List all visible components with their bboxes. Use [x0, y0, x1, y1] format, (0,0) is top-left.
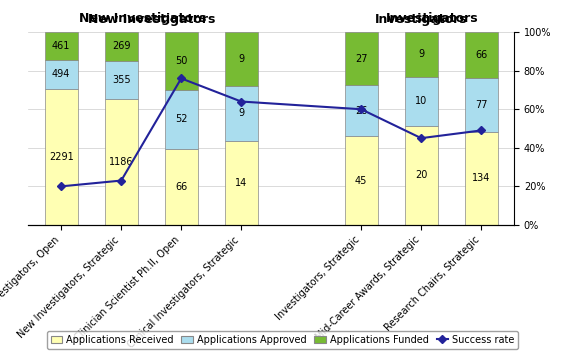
Bar — [405, 32, 438, 77]
Text: 9: 9 — [238, 54, 244, 64]
Bar — [345, 85, 377, 136]
Text: 20: 20 — [415, 171, 427, 181]
Text: New Investigators: New Investigators — [79, 12, 206, 25]
Text: 9: 9 — [238, 109, 244, 119]
Text: 77: 77 — [475, 100, 488, 110]
Text: 2291: 2291 — [49, 152, 73, 162]
Text: 26: 26 — [355, 106, 367, 116]
Bar — [464, 32, 498, 78]
Bar — [105, 99, 138, 225]
Text: 355: 355 — [112, 75, 131, 85]
Bar — [225, 32, 258, 86]
Text: 494: 494 — [52, 69, 71, 79]
Bar — [45, 60, 78, 89]
Text: Investigators: Investigators — [375, 13, 467, 26]
Bar — [45, 32, 78, 60]
Text: 461: 461 — [52, 41, 71, 51]
Text: 27: 27 — [355, 54, 367, 64]
Text: Investigators: Investigators — [386, 12, 479, 25]
Bar — [225, 141, 258, 225]
Text: 45: 45 — [355, 176, 367, 186]
Text: New Investigators: New Investigators — [88, 13, 215, 26]
Bar — [165, 149, 198, 225]
Bar — [464, 78, 498, 132]
Bar — [45, 89, 78, 225]
Bar — [405, 77, 438, 126]
Text: 1186: 1186 — [109, 157, 133, 167]
Bar — [345, 32, 377, 85]
Text: 134: 134 — [472, 173, 490, 183]
Text: 269: 269 — [112, 41, 131, 51]
Text: 10: 10 — [415, 96, 427, 106]
Bar — [345, 136, 377, 225]
Bar — [464, 132, 498, 225]
Legend: Applications Received, Applications Approved, Applications Funded, Success rate: Applications Received, Applications Appr… — [47, 331, 518, 348]
Bar — [225, 86, 258, 141]
Bar — [105, 61, 138, 99]
Bar — [165, 90, 198, 149]
Text: 9: 9 — [418, 49, 424, 59]
Bar — [165, 32, 198, 90]
Text: 66: 66 — [175, 182, 188, 192]
Text: 52: 52 — [175, 114, 188, 124]
Bar — [405, 126, 438, 225]
Bar — [105, 32, 138, 61]
Text: 14: 14 — [235, 178, 247, 188]
Text: 66: 66 — [475, 50, 487, 60]
Text: 50: 50 — [175, 56, 188, 66]
